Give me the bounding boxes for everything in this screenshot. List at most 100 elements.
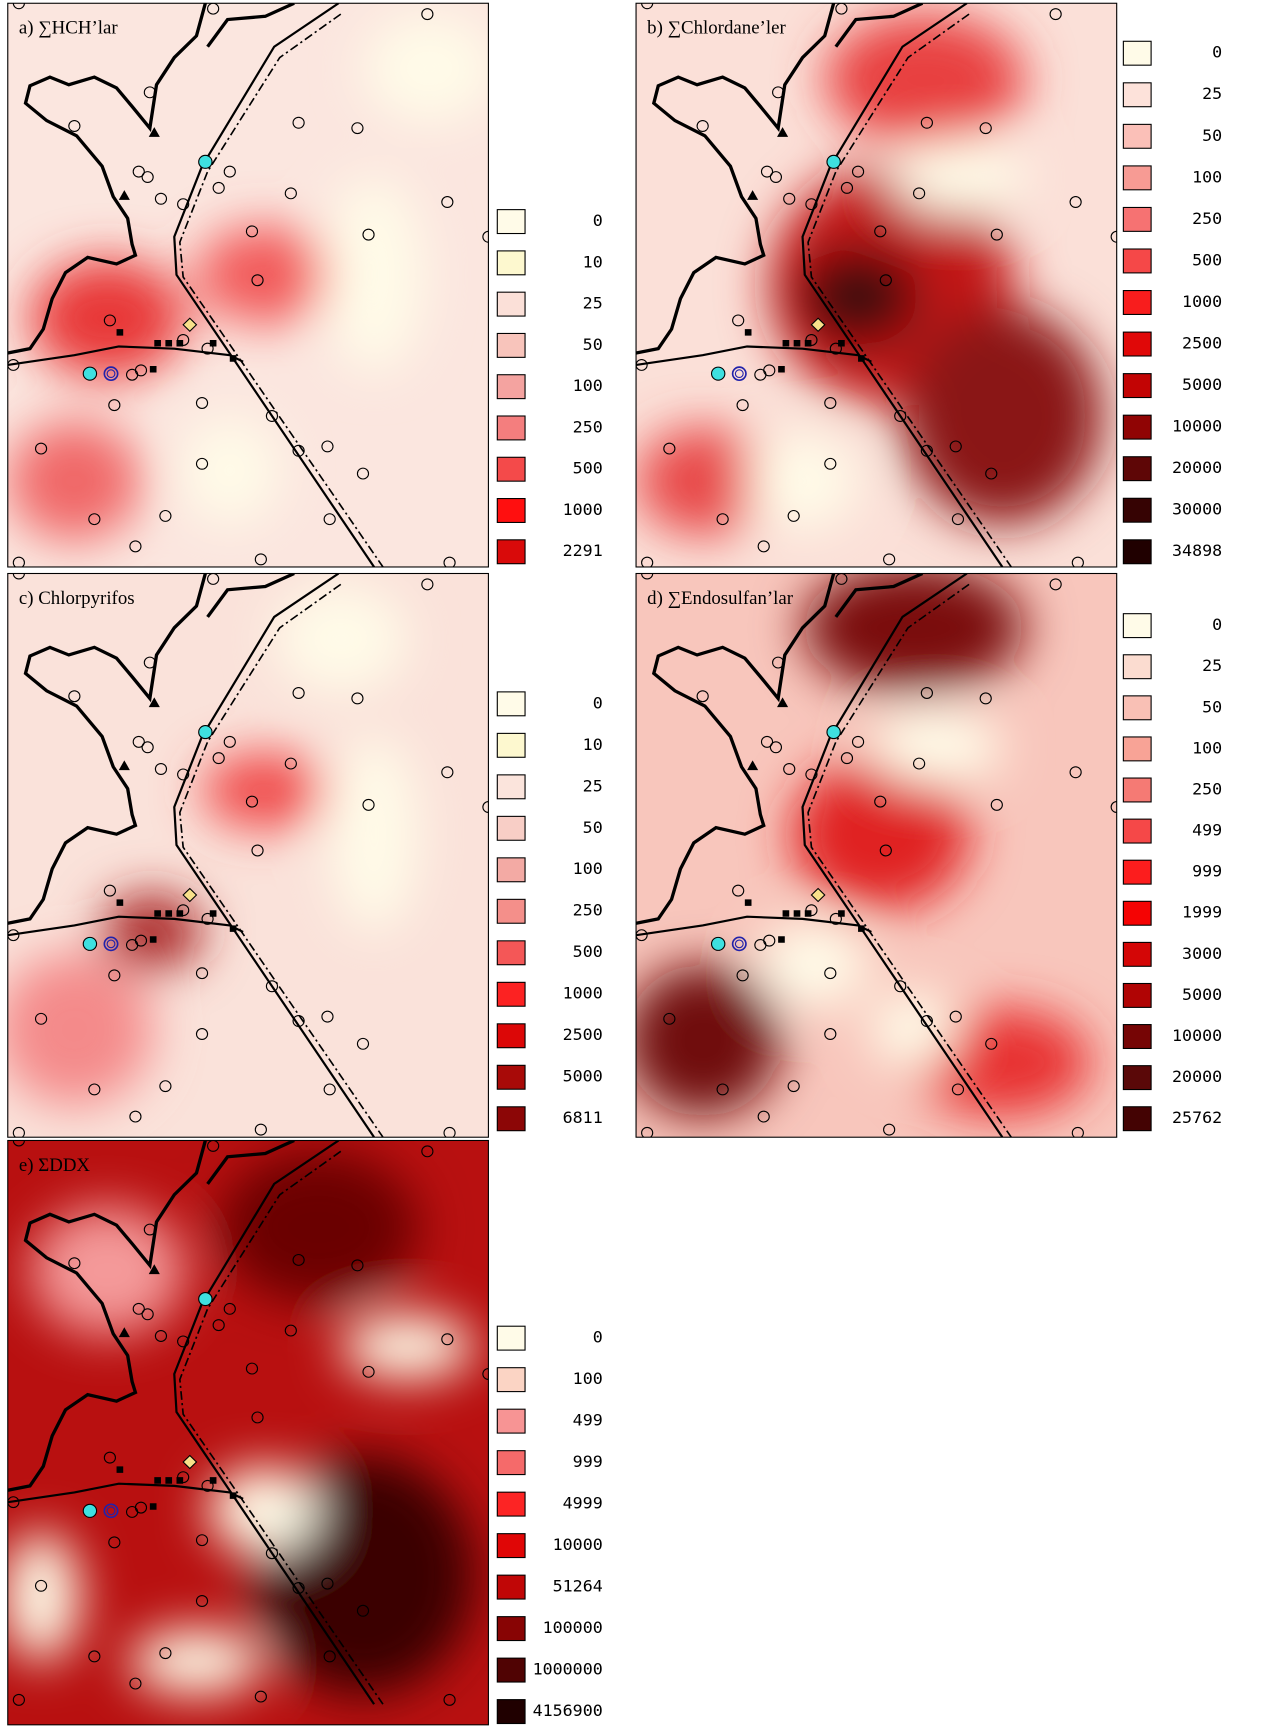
- legend-swatch: [496, 981, 526, 1007]
- legend-label: 10000: [553, 1535, 603, 1554]
- legend-label: 250: [1192, 209, 1222, 228]
- panel-title: c) Chlorpyrifos: [19, 588, 135, 609]
- panel-title: b) ∑Chlordane’ler: [647, 18, 786, 39]
- legend-swatch: [496, 774, 526, 800]
- legend-swatch: [496, 1533, 526, 1559]
- frame: [635, 572, 1118, 1138]
- legend-swatch: [496, 857, 526, 883]
- legend-swatch: [496, 1699, 526, 1725]
- legend-swatch: [1122, 123, 1152, 149]
- legend-swatch: [1122, 290, 1152, 315]
- legend-swatch: [1122, 777, 1152, 803]
- legend-swatch: [1122, 1065, 1152, 1091]
- legend-label: 51264: [553, 1577, 603, 1596]
- legend-swatch: [496, 456, 526, 482]
- legend-label: 0: [593, 1328, 603, 1347]
- legend-swatch: [496, 691, 526, 717]
- legend-label: 10: [583, 735, 603, 754]
- legend-swatch: [496, 209, 526, 235]
- legend-label: 500: [573, 459, 603, 478]
- legend-swatch: [1122, 654, 1152, 680]
- legend-label: 250: [1192, 780, 1222, 799]
- legend-swatch: [496, 374, 526, 400]
- legend-label: 5000: [1182, 375, 1222, 394]
- legend-label: 100: [573, 859, 603, 878]
- legend-label: 1999: [1182, 903, 1222, 922]
- legend-swatch: [1122, 82, 1152, 108]
- legend-swatch: [1122, 859, 1152, 885]
- legend-swatch: [1122, 206, 1152, 232]
- legend-swatch: [1122, 456, 1152, 482]
- legend-label: 1000: [563, 500, 603, 519]
- frame: [7, 1139, 489, 1726]
- legend-label: 100: [1192, 167, 1222, 186]
- panel-title: d) ∑Endosulfan’lar: [647, 588, 794, 609]
- legend-swatch: [1122, 613, 1152, 639]
- legend-swatch: [496, 1574, 526, 1600]
- legend-swatch: [496, 1450, 526, 1476]
- legend-label: 500: [573, 942, 603, 961]
- legend-label: 25: [1202, 84, 1222, 103]
- legend-label: 100: [573, 1369, 603, 1388]
- legend-swatch: [496, 940, 526, 966]
- legend-label: 2500: [1182, 334, 1222, 353]
- legend-swatch: [496, 1657, 526, 1683]
- map-e: [7, 1139, 489, 1726]
- legend-swatch: [496, 498, 526, 523]
- legend-swatch: [1122, 818, 1152, 844]
- legend-swatch: [1122, 539, 1152, 565]
- legend-label: 1000: [563, 984, 603, 1003]
- legend-label: 50: [583, 818, 603, 837]
- legend-label: 4999: [563, 1494, 603, 1513]
- legend-label: 1000000: [533, 1660, 603, 1679]
- legend-swatch: [496, 1616, 526, 1642]
- legend-label: 10000: [1172, 1026, 1222, 1045]
- frame: [7, 572, 489, 1138]
- legend-label: 5000: [1182, 985, 1222, 1004]
- legend-label: 3000: [1182, 944, 1222, 963]
- panel-title: a) ∑HCH’lar: [19, 18, 119, 39]
- legend-swatch: [496, 332, 526, 358]
- legend-swatch: [1122, 695, 1152, 721]
- legend-label: 25: [1202, 656, 1222, 675]
- legend-label: 2500: [563, 1025, 603, 1044]
- legend-swatch: [496, 732, 526, 758]
- map-c: [7, 572, 489, 1138]
- legend-label: 25: [583, 776, 603, 795]
- frame: [7, 2, 489, 568]
- legend-swatch: [496, 1106, 526, 1132]
- legend-swatch: [496, 898, 526, 924]
- legend-swatch: [1122, 165, 1152, 191]
- legend-label: 250: [573, 418, 603, 437]
- legend-swatch: [1122, 40, 1152, 66]
- legend-swatch: [1122, 497, 1152, 523]
- legend-label: 30000: [1172, 500, 1222, 519]
- legend-swatch: [496, 415, 526, 441]
- legend-swatch: [1122, 248, 1152, 274]
- legend-swatch: [1122, 1024, 1152, 1050]
- legend-swatch: [496, 1491, 526, 1517]
- legend-swatch: [1122, 941, 1152, 967]
- legend-swatch: [496, 1367, 526, 1393]
- legend-label: 100: [1192, 739, 1222, 758]
- legend-label: 20000: [1172, 458, 1222, 477]
- legend-swatch: [496, 1064, 526, 1090]
- legend-label: 25: [583, 294, 603, 313]
- legend-swatch: [496, 539, 526, 565]
- legend-label: 0: [593, 211, 603, 230]
- legend-swatch: [1122, 736, 1152, 762]
- legend-swatch: [496, 1325, 526, 1351]
- frame: [635, 2, 1118, 568]
- legend-swatch: [1122, 331, 1152, 357]
- legend-swatch: [1122, 373, 1152, 399]
- legend-label: 999: [573, 1452, 603, 1471]
- legend-label: 1000: [1182, 292, 1222, 311]
- map-d: [635, 572, 1118, 1138]
- legend-label: 499: [573, 1411, 603, 1430]
- legend-label: 500: [1192, 251, 1222, 270]
- panel-title: e) ΣDDX: [19, 1155, 91, 1176]
- legend-label: 6811: [563, 1108, 603, 1127]
- legend-label: 2291: [563, 541, 603, 560]
